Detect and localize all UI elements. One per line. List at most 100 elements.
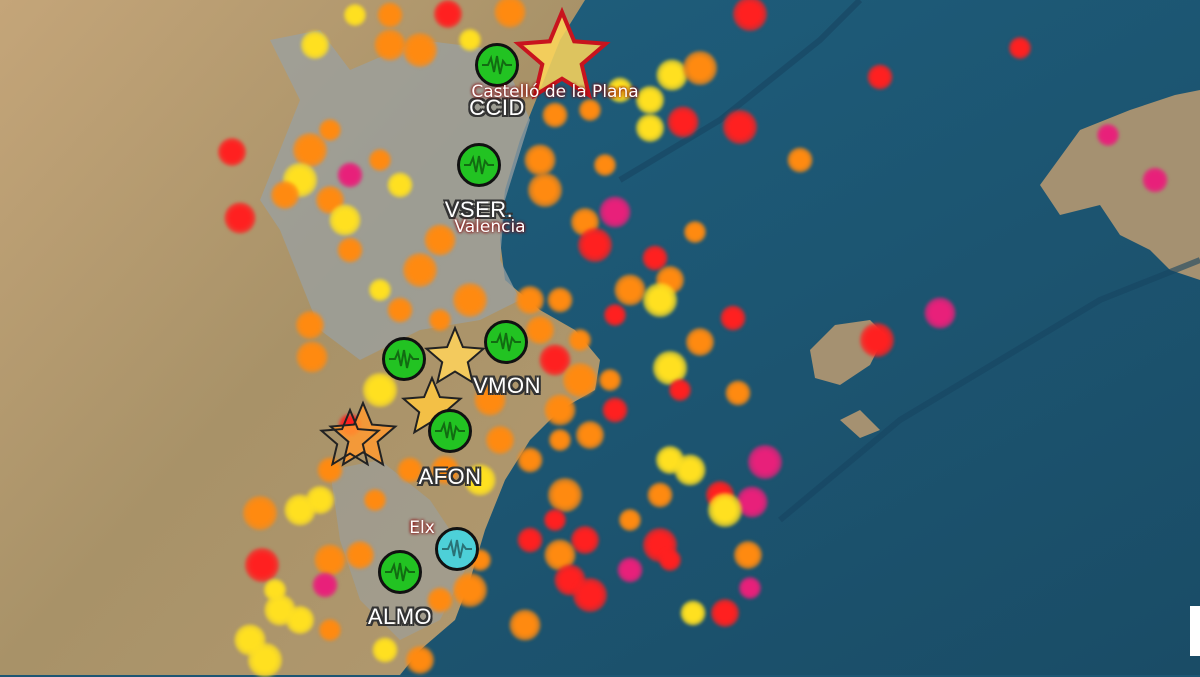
earthquake-marker[interactable] (708, 493, 742, 527)
earthquake-marker[interactable] (734, 541, 762, 569)
earthquake-marker[interactable] (1097, 124, 1119, 146)
earthquake-marker[interactable] (317, 457, 343, 483)
earthquake-marker[interactable] (748, 445, 782, 479)
earthquake-marker[interactable] (517, 447, 543, 473)
earthquake-marker[interactable] (1142, 167, 1168, 193)
earthquake-marker[interactable] (924, 297, 956, 329)
earthquake-marker[interactable] (867, 64, 893, 90)
earthquake-marker[interactable] (509, 609, 541, 641)
earthquake-marker[interactable] (329, 204, 361, 236)
earthquake-marker[interactable] (429, 309, 451, 331)
earthquake-marker[interactable] (607, 77, 633, 103)
earthquake-marker[interactable] (427, 587, 453, 613)
seismic-station-marker[interactable] (378, 550, 422, 594)
earthquake-marker[interactable] (548, 478, 582, 512)
earthquake-marker[interactable] (301, 31, 329, 59)
earthquake-marker[interactable] (604, 304, 626, 326)
earthquake-marker[interactable] (314, 544, 346, 576)
earthquake-marker[interactable] (684, 221, 706, 243)
earthquake-marker[interactable] (364, 489, 386, 511)
earthquake-marker[interactable] (363, 373, 397, 407)
earthquake-marker[interactable] (636, 86, 664, 114)
earthquake-marker[interactable] (643, 283, 677, 317)
earthquake-marker[interactable] (344, 4, 366, 26)
seismic-station-marker[interactable] (428, 409, 472, 453)
earthquake-marker[interactable] (787, 147, 813, 173)
earthquake-marker[interactable] (369, 149, 391, 171)
earthquake-marker[interactable] (614, 274, 646, 306)
earthquake-marker[interactable] (725, 380, 751, 406)
earthquake-marker[interactable] (683, 51, 717, 85)
earthquake-marker[interactable] (339, 414, 361, 436)
earthquake-marker[interactable] (723, 110, 757, 144)
earthquake-marker[interactable] (372, 637, 398, 663)
earthquake-marker[interactable] (573, 578, 607, 612)
earthquake-marker[interactable] (337, 162, 363, 188)
earthquake-marker[interactable] (594, 154, 616, 176)
earthquake-marker[interactable] (656, 59, 688, 91)
seismic-station-marker[interactable] (382, 337, 426, 381)
earthquake-marker[interactable] (563, 363, 597, 397)
earthquake-marker[interactable] (397, 457, 423, 483)
earthquake-marker[interactable] (659, 549, 681, 571)
earthquake-marker[interactable] (296, 341, 328, 373)
earthquake-marker[interactable] (647, 482, 673, 508)
earthquake-marker[interactable] (464, 464, 496, 496)
earthquake-marker[interactable] (517, 527, 543, 553)
earthquake-marker[interactable] (686, 328, 714, 356)
earthquake-marker[interactable] (312, 572, 338, 598)
earthquake-marker[interactable] (224, 202, 256, 234)
earthquake-marker[interactable] (459, 29, 481, 51)
earthquake-marker[interactable] (337, 237, 363, 263)
earthquake-marker[interactable] (720, 305, 746, 331)
earthquake-marker[interactable] (571, 526, 599, 554)
seismic-station-marker[interactable] (475, 43, 519, 87)
earthquake-marker[interactable] (369, 279, 391, 301)
earthquake-marker[interactable] (403, 253, 437, 287)
earthquake-marker[interactable] (218, 138, 246, 166)
earthquake-marker[interactable] (526, 316, 554, 344)
earthquake-marker[interactable] (377, 2, 403, 28)
earthquake-marker[interactable] (544, 394, 576, 426)
earthquake-marker[interactable] (387, 297, 413, 323)
earthquake-marker[interactable] (293, 133, 327, 167)
seismic-station-marker[interactable] (435, 527, 479, 571)
earthquake-marker[interactable] (578, 228, 612, 262)
earthquake-marker[interactable] (271, 181, 299, 209)
earthquake-marker[interactable] (486, 426, 514, 454)
earthquake-marker[interactable] (248, 643, 282, 677)
earthquake-marker[interactable] (296, 311, 324, 339)
earthquake-marker[interactable] (669, 379, 691, 401)
earthquake-marker[interactable] (547, 287, 573, 313)
earthquake-marker[interactable] (403, 33, 437, 67)
earthquake-marker[interactable] (619, 509, 641, 531)
earthquake-marker[interactable] (528, 173, 562, 207)
earthquake-marker[interactable] (346, 541, 374, 569)
earthquake-marker[interactable] (544, 509, 566, 531)
earthquake-marker[interactable] (374, 29, 406, 61)
earthquake-marker[interactable] (739, 577, 761, 599)
earthquake-marker[interactable] (319, 619, 341, 641)
earthquake-marker[interactable] (733, 0, 767, 31)
earthquake-marker[interactable] (599, 196, 631, 228)
map-control-edge[interactable] (1190, 606, 1200, 656)
earthquake-marker[interactable] (674, 454, 706, 486)
seismic-station-marker[interactable] (484, 320, 528, 364)
earthquake-marker[interactable] (245, 548, 279, 582)
earthquake-marker[interactable] (1009, 37, 1031, 59)
earthquake-marker[interactable] (579, 99, 601, 121)
earthquake-marker[interactable] (243, 496, 277, 530)
earthquake-marker[interactable] (387, 172, 413, 198)
earthquake-marker[interactable] (319, 119, 341, 141)
earthquake-marker[interactable] (667, 106, 699, 138)
earthquake-marker[interactable] (453, 573, 487, 607)
earthquake-marker[interactable] (424, 224, 456, 256)
earthquake-marker[interactable] (524, 144, 556, 176)
earthquake-marker[interactable] (284, 494, 316, 526)
earthquake-marker[interactable] (569, 329, 591, 351)
earthquake-marker[interactable] (617, 557, 643, 583)
earthquake-marker[interactable] (542, 102, 568, 128)
earthquake-marker[interactable] (549, 429, 571, 451)
earthquake-marker[interactable] (860, 323, 894, 357)
earthquake-marker[interactable] (599, 369, 621, 391)
